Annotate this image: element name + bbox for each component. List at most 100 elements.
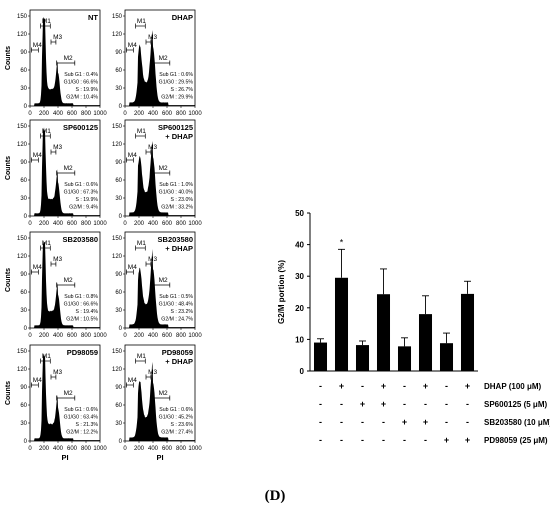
x-tick-label: 400: [53, 111, 64, 117]
histogram-title: SP600125: [158, 123, 193, 132]
gate-label: M1: [137, 18, 146, 25]
y-tick-label: 30: [115, 196, 122, 202]
x-tick-label: 200: [39, 333, 50, 339]
x-tick-label: 200: [134, 221, 145, 227]
significance-marker: *: [340, 237, 344, 247]
y-tick-label: 0: [24, 104, 28, 110]
treatment-sign: +: [423, 381, 428, 391]
gate-label: M2: [64, 277, 73, 284]
histogram-stat: G2/M : 12.2%: [66, 430, 98, 436]
histogram-fill: [30, 353, 100, 441]
bar-y-tick-label: 50: [295, 209, 304, 218]
bar-y-tick-label: 0: [300, 367, 305, 376]
y-tick-label: 60: [115, 403, 122, 409]
y-tick-label: 90: [115, 272, 122, 278]
x-tick-label: 1000: [93, 446, 107, 452]
x-tick-label: 800: [81, 333, 92, 339]
histogram-stat: Sub G1 : 0.8%: [64, 294, 98, 300]
histogram-stat: S : 21.3%: [76, 422, 99, 428]
x-tick-label: 600: [162, 333, 173, 339]
histogram-title: DHAP: [172, 13, 193, 22]
gate-label: M1: [42, 18, 51, 25]
bar: [460, 293, 475, 371]
histogram-panel: M1 M3 M4 M2 DHAP Sub G1 : 0.6% G1/G0 : 29.5%S …: [112, 9, 202, 117]
x-tick-label: 0: [28, 333, 32, 339]
histogram-panel: M1 M3 M4 M2 PD98059 Sub G1 : 0.6% G1/G0 : 63.4…: [5, 344, 107, 452]
treatment-sign: +: [444, 435, 449, 445]
gate-label: M3: [148, 144, 157, 151]
y-tick-label: 120: [17, 367, 28, 373]
histogram-stat: S : 19.4%: [76, 309, 99, 315]
treatment-sign: +: [339, 381, 344, 391]
x-tick-label: 600: [67, 333, 78, 339]
histogram-stat: G2/M : 27.4%: [161, 430, 193, 436]
treatment-sign: -: [319, 417, 322, 427]
histogram-stat: Sub G1 : 1.0%: [159, 182, 193, 188]
x-tick-label: 0: [28, 111, 32, 117]
x-tick-label: 0: [28, 221, 32, 227]
bar: [397, 346, 412, 371]
treatment-sign: -: [445, 399, 448, 409]
x-tick-label: 1000: [93, 111, 107, 117]
histogram-panel: M1 M3 M4 M2 SB203580 Sub G1 : 0.8% G1/G0 : 66.…: [5, 231, 107, 339]
y-tick-label: 0: [24, 214, 28, 220]
x-tick-label: 800: [81, 111, 92, 117]
histogram-stat: G2/M : 33.2%: [161, 205, 193, 211]
treatment-sign: -: [382, 435, 385, 445]
x-tick-label: 200: [134, 446, 145, 452]
gate-label: M4: [33, 264, 42, 271]
gate-label: M3: [53, 34, 62, 41]
x-tick-label: 0: [123, 221, 127, 227]
histogram-panel: M1 M3 M4 M2 NT Sub G1 : 0.4% G1/G0 : 66.6%S : …: [5, 9, 107, 117]
y-axis-label: Counts: [5, 156, 12, 180]
x-tick-label: 600: [162, 221, 173, 227]
gate-label: M3: [148, 369, 157, 376]
histogram-title: PD98059: [67, 348, 98, 357]
x-tick-label: 400: [53, 333, 64, 339]
histogram-stat: S : 23.0%: [171, 197, 194, 203]
bar-y-tick-label: 30: [295, 272, 304, 281]
y-tick-label: 60: [115, 68, 122, 74]
y-tick-label: 60: [20, 403, 27, 409]
histogram-stat: Sub G1 : 0.4%: [64, 72, 98, 78]
x-tick-label: 600: [67, 111, 78, 117]
histogram-title: SP600125: [63, 123, 98, 132]
y-axis-label: Counts: [5, 268, 12, 292]
histogram-fill: [125, 361, 195, 441]
y-tick-label: 120: [112, 254, 123, 260]
gate-label: M1: [42, 353, 51, 360]
treatment-sign: +: [423, 417, 428, 427]
gate-label: M3: [148, 256, 157, 263]
x-tick-label: 400: [53, 446, 64, 452]
y-tick-label: 150: [112, 124, 123, 130]
treatment-sign: -: [361, 417, 364, 427]
histogram-title: SB203580: [63, 235, 98, 244]
y-tick-label: 30: [20, 196, 27, 202]
x-axis-label: PI: [156, 453, 163, 462]
treatment-label: PD98059 (25 μM): [484, 436, 548, 445]
x-tick-label: 600: [162, 446, 173, 452]
gate-label: M2: [64, 165, 73, 172]
y-tick-label: 90: [115, 385, 122, 391]
histogram-stat: G1/G0 : 40.0%: [159, 190, 194, 196]
y-axis-label: Counts: [5, 46, 12, 70]
treatment-sign: -: [466, 399, 469, 409]
g2m-bar-chart: 0 10 20 30 40 50 G2/M portion (%) * - + - + - + - + DHAP…: [277, 209, 550, 445]
gate-label: M3: [53, 369, 62, 376]
histogram-stat: Sub G1 : 0.6%: [159, 407, 193, 413]
histogram-fill: [30, 242, 100, 328]
x-tick-label: 400: [53, 221, 64, 227]
gate-label: M1: [42, 240, 51, 247]
treatment-sign: -: [382, 417, 385, 427]
y-tick-label: 30: [115, 308, 122, 314]
histogram-stat: Sub G1 : 0.6%: [64, 407, 98, 413]
histogram-stat: G1/G0 : 66.6%: [64, 302, 99, 308]
treatment-label: SB203580 (10 μM): [484, 418, 550, 427]
treatment-sign: -: [319, 381, 322, 391]
gate-label: M1: [42, 128, 51, 135]
bar: [376, 294, 391, 371]
histogram-stat: Sub G1 : 0.6%: [64, 182, 98, 188]
y-tick-label: 150: [17, 14, 28, 20]
treatment-sign: -: [361, 381, 364, 391]
y-axis-label: Counts: [5, 381, 12, 405]
